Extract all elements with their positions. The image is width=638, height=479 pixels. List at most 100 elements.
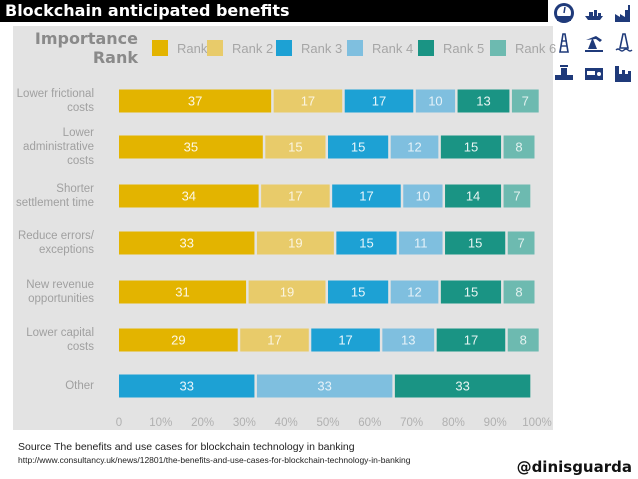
legend-item: Rank 2 bbox=[207, 40, 273, 56]
bar-data-label: 35 bbox=[184, 140, 198, 155]
x-tick-label: 90% bbox=[484, 417, 507, 429]
bar-data-label: 17 bbox=[464, 333, 478, 348]
legend-label: Rank 4 bbox=[372, 40, 414, 56]
bar-data-label: 13 bbox=[476, 94, 490, 109]
bar-data-label: 17 bbox=[301, 94, 315, 109]
legend-swatch bbox=[490, 40, 506, 56]
bar-data-label: 33 bbox=[179, 236, 193, 251]
bar-data-label: 17 bbox=[372, 94, 386, 109]
bar-data-label: 15 bbox=[351, 140, 365, 155]
legend-label: Rank 2 bbox=[232, 40, 274, 56]
bar-data-label: 10 bbox=[428, 94, 442, 109]
bar-segment bbox=[344, 89, 414, 113]
bar-data-label: 8 bbox=[515, 285, 522, 300]
category-label: Shorter settlement time bbox=[16, 183, 94, 209]
legend-label: Rank 6 bbox=[515, 40, 557, 56]
bar-segment bbox=[445, 184, 502, 208]
source-url[interactable]: http://www.consultancy.uk/news/12801/the… bbox=[18, 455, 411, 465]
bar-segment bbox=[119, 328, 238, 352]
bar-data-label: 15 bbox=[464, 140, 478, 155]
bar-segment bbox=[503, 184, 531, 208]
bar-segment bbox=[336, 231, 397, 255]
bar-segment bbox=[403, 184, 443, 208]
bar-segment bbox=[311, 328, 380, 352]
bar-data-label: 19 bbox=[280, 285, 294, 300]
x-tick-label: 20% bbox=[191, 417, 214, 429]
category-label: Other bbox=[65, 380, 94, 392]
bar-segment bbox=[440, 135, 502, 159]
legend-label: Rank 5 bbox=[443, 40, 485, 56]
bar-data-label: 14 bbox=[466, 189, 480, 204]
legend-title: Importance Rank bbox=[34, 29, 138, 67]
bar-data-label: 34 bbox=[182, 189, 196, 204]
bar-segment bbox=[503, 135, 535, 159]
slide-title: Blockchain anticipated benefits bbox=[5, 1, 290, 20]
bar-data-label: 15 bbox=[359, 236, 373, 251]
bar-data-label: 17 bbox=[338, 333, 352, 348]
bar-segment bbox=[390, 135, 439, 159]
bar-segment bbox=[328, 135, 389, 159]
legend-label: Rank 3 bbox=[301, 40, 343, 56]
bar-data-label: 7 bbox=[513, 189, 520, 204]
factory-icon bbox=[613, 2, 635, 24]
bar-segment bbox=[390, 280, 439, 304]
bar-segment bbox=[119, 231, 255, 255]
bar-segment bbox=[261, 184, 330, 208]
drilling-rig-icon bbox=[553, 32, 575, 54]
bar-segment bbox=[119, 184, 259, 208]
bar-data-label: 31 bbox=[175, 285, 189, 300]
bar-segment bbox=[440, 280, 502, 304]
bar-data-label: 15 bbox=[351, 285, 365, 300]
bar-data-label: 15 bbox=[288, 140, 302, 155]
category-label: Lower administrative costs bbox=[23, 127, 94, 167]
pipeline-valve-icon bbox=[553, 62, 575, 84]
bar-segment bbox=[507, 328, 539, 352]
bar-segment bbox=[265, 135, 326, 159]
x-tick-label: 70% bbox=[400, 417, 423, 429]
pumpjack-icon bbox=[583, 32, 605, 54]
category-label: New revenue opportunities bbox=[26, 279, 94, 305]
bar-segment bbox=[445, 231, 506, 255]
bar-segment bbox=[248, 280, 326, 304]
bar-data-label: 17 bbox=[267, 333, 281, 348]
bar-segment bbox=[415, 89, 456, 113]
bar-segment bbox=[503, 280, 535, 304]
refinery-icon bbox=[613, 62, 635, 84]
bar-segment bbox=[332, 184, 401, 208]
bar-data-label: 12 bbox=[407, 285, 421, 300]
bar-data-label: 17 bbox=[288, 189, 302, 204]
x-tick-label: 100% bbox=[522, 417, 551, 429]
ship-icon bbox=[583, 2, 605, 24]
author-handle: @dinisguarda bbox=[516, 458, 632, 476]
category-label: Lower frictional costs bbox=[16, 88, 94, 114]
bar-segment bbox=[240, 328, 309, 352]
bar-segment bbox=[119, 374, 255, 398]
bar-data-label: 15 bbox=[468, 236, 482, 251]
x-tick-label: 10% bbox=[149, 417, 172, 429]
x-tick-label: 0 bbox=[116, 417, 122, 429]
bar-segment bbox=[119, 135, 263, 159]
bar-segment bbox=[119, 280, 247, 304]
bar-data-label: 15 bbox=[464, 285, 478, 300]
tanker-truck-icon bbox=[583, 62, 605, 84]
gauge-icon bbox=[553, 2, 575, 24]
legend-swatch bbox=[152, 40, 168, 56]
bar-segment bbox=[399, 231, 443, 255]
x-tick-label: 60% bbox=[358, 417, 381, 429]
legend-item: Rank 6 bbox=[490, 40, 556, 56]
bar-data-label: 12 bbox=[407, 140, 421, 155]
bar-data-label: 11 bbox=[414, 236, 428, 251]
bar-segment bbox=[436, 328, 506, 352]
bar-data-label: 8 bbox=[515, 140, 522, 155]
bar-data-label: 33 bbox=[317, 379, 331, 394]
source-text: Source The benefits and use cases for bl… bbox=[18, 441, 355, 453]
legend-item: Rank 5 bbox=[418, 40, 484, 56]
legend-swatch bbox=[347, 40, 363, 56]
bar-data-label: 7 bbox=[522, 94, 529, 109]
bar-data-label: 29 bbox=[171, 333, 185, 348]
legend-item: Rank 3 bbox=[276, 40, 342, 56]
bar-data-label: 10 bbox=[416, 189, 430, 204]
bar-segment bbox=[256, 374, 393, 398]
bar-segment bbox=[511, 89, 539, 113]
